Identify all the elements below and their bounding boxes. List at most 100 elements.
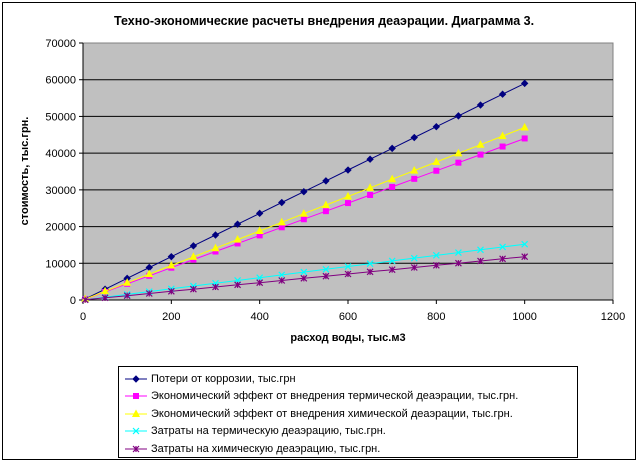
data-point [344, 166, 352, 174]
data-point [432, 251, 440, 259]
legend-marker [131, 409, 141, 417]
data-point [278, 198, 286, 207]
x-tick-label: 0 [80, 311, 86, 323]
chart-title: Техно-экономические расчеты внедрения де… [114, 14, 534, 28]
legend-swatch [125, 393, 147, 400]
data-point [81, 296, 89, 304]
data-point [101, 286, 110, 295]
y-tick-label: 60000 [45, 75, 76, 87]
data-point [477, 246, 484, 254]
legend-item: Затраты на химическую деаэрацию, тыс.грн… [125, 440, 577, 458]
data-point [211, 243, 220, 252]
data-point [256, 274, 264, 282]
data-point [521, 240, 529, 248]
x-tick-label: 1200 [601, 311, 625, 323]
data-point [411, 175, 418, 182]
data-point [211, 231, 220, 239]
data-point [299, 209, 308, 217]
data-point [476, 140, 485, 148]
data-point [300, 187, 308, 196]
legend-label: Экономический эффект от внедрения термич… [151, 390, 519, 403]
y-tick-label: 10000 [45, 258, 76, 270]
legend-label: Затраты на термическую деаэрацию, тыс.гр… [151, 425, 386, 438]
series-4 [81, 253, 529, 304]
data-point [388, 266, 396, 274]
legend-marker [132, 445, 140, 453]
data-point [521, 135, 528, 142]
data-point [410, 166, 419, 174]
data-point [520, 122, 529, 131]
data-point [255, 209, 264, 218]
y-tick-label: 70000 [45, 38, 76, 50]
data-point [189, 242, 198, 250]
data-point [145, 269, 154, 278]
data-point [189, 252, 198, 260]
data-point [278, 277, 286, 284]
data-point [477, 151, 484, 158]
data-point [167, 260, 176, 269]
data-point [388, 174, 397, 183]
data-point [366, 183, 375, 191]
data-point [189, 282, 197, 290]
data-point [455, 159, 462, 166]
data-point [233, 235, 242, 243]
y-axis-label: стоимость, тыс.грн. [19, 117, 31, 226]
data-point [410, 133, 418, 142]
data-point [344, 270, 352, 278]
legend-swatch [125, 445, 147, 453]
data-point [255, 226, 264, 234]
series-3 [81, 240, 529, 304]
data-point [256, 279, 264, 287]
data-point [212, 283, 219, 291]
data-point [454, 112, 463, 120]
legend-swatch [125, 409, 147, 417]
data-point [366, 260, 374, 268]
legend-marker [132, 375, 140, 383]
series-0 [81, 79, 529, 303]
data-point [432, 157, 441, 165]
data-point [366, 268, 374, 276]
y-tick-label: 40000 [45, 148, 76, 160]
legend-swatch [125, 427, 147, 435]
y-tick-label: 30000 [45, 185, 76, 197]
data-point [101, 294, 109, 302]
x-tick-label: 1000 [512, 311, 536, 323]
axes: 0 10000 20000 30000 40000 50000 60000 70000 0 200… [45, 38, 625, 323]
data-point [167, 252, 176, 261]
data-point [300, 216, 307, 223]
data-point [145, 290, 153, 297]
data-point [233, 220, 242, 228]
legend-item: Экономический эффект от внедрения термич… [125, 388, 577, 406]
x-tick-label: 400 [250, 311, 268, 323]
data-point [499, 143, 506, 150]
data-point [499, 255, 507, 263]
data-point [278, 224, 285, 231]
data-point [167, 287, 175, 295]
data-point [278, 271, 286, 279]
x-tick-label: 800 [427, 311, 445, 323]
data-point [322, 177, 330, 185]
data-point [189, 285, 197, 293]
data-point [476, 101, 485, 109]
data-point [322, 272, 330, 280]
data-point [432, 123, 441, 131]
data-point [345, 200, 351, 207]
legend-label: Потери от коррозии, тыс.грн [151, 372, 296, 385]
data-point [322, 265, 330, 273]
legend-item: Потери от коррозии, тыс.грн [125, 370, 577, 388]
data-point [367, 191, 374, 198]
y-tick-label: 20000 [45, 222, 76, 234]
legend-item: Экономический эффект от внедрения химиче… [125, 405, 577, 423]
data-point [277, 217, 286, 226]
y-tick-label: 0 [70, 295, 76, 307]
data-point [498, 90, 507, 98]
legend: Потери от коррозии, тыс.грн Экономически… [118, 366, 578, 458]
data-point [410, 264, 418, 271]
data-point [388, 144, 396, 153]
data-point [300, 268, 308, 276]
data-point [388, 257, 396, 265]
data-point [410, 254, 418, 262]
legend-item: Затраты на термическую деаэрацию, тыс.гр… [125, 423, 577, 441]
x-tick-label: 600 [339, 311, 357, 323]
